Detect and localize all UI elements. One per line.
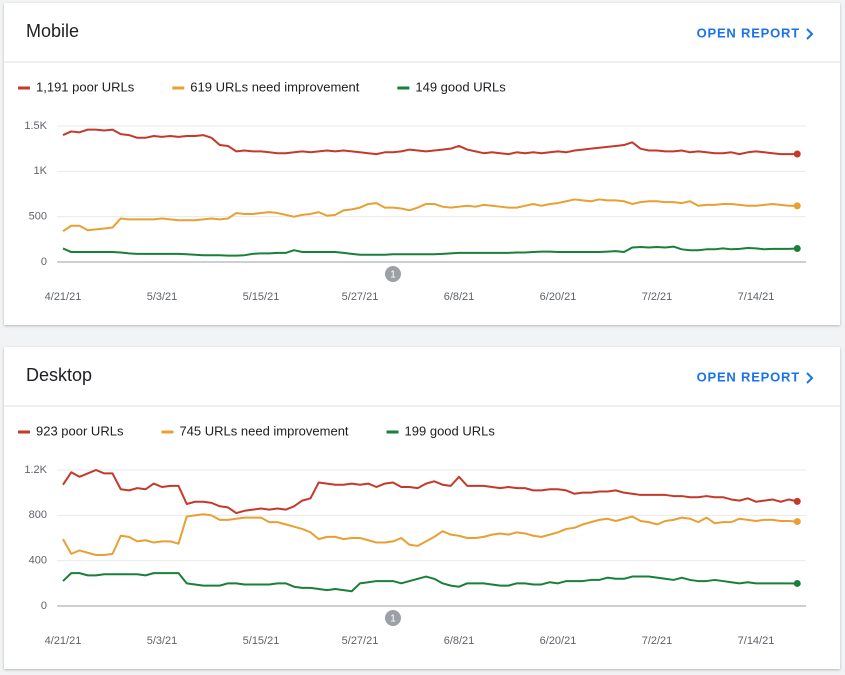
y-tick-label: 1.2K bbox=[24, 464, 47, 476]
x-tick-label: 6/20/21 bbox=[540, 635, 577, 647]
legend-label: 923 poor URLs bbox=[36, 423, 124, 438]
card: Mobile OPEN REPORT 1,191 poor URLs 619 URLs… bbox=[4, 3, 840, 325]
card-background bbox=[4, 347, 840, 669]
x-tick-label: 5/3/21 bbox=[147, 635, 178, 647]
x-tick-label: 5/15/21 bbox=[243, 291, 280, 303]
card-background bbox=[4, 3, 840, 325]
chevron-icon[interactable] bbox=[806, 372, 814, 384]
x-tick-label: 6/20/21 bbox=[540, 291, 577, 303]
x-tick-label: 5/27/21 bbox=[342, 291, 379, 303]
annotation-marker[interactable] bbox=[385, 266, 401, 282]
x-tick-label: 7/2/21 bbox=[642, 635, 673, 647]
y-tick-label: 0 bbox=[41, 256, 47, 268]
x-tick-label: 5/27/21 bbox=[342, 635, 379, 647]
legend-label: 745 URLs need improvement bbox=[179, 423, 348, 438]
end-point bbox=[793, 202, 801, 210]
y-tick-label: 500 bbox=[29, 211, 47, 223]
x-tick-label: 6/8/21 bbox=[444, 635, 475, 647]
legend-label: 149 good URLs bbox=[415, 79, 506, 94]
end-point bbox=[793, 579, 801, 587]
series-line bbox=[62, 245, 798, 257]
y-tick-label: 0 bbox=[41, 600, 47, 612]
legend-label: 1,191 poor URLs bbox=[36, 79, 135, 94]
series-line bbox=[62, 572, 798, 593]
legend-label: 199 good URLs bbox=[405, 423, 496, 438]
y-tick-label: 1K bbox=[34, 165, 48, 177]
series-line bbox=[62, 513, 798, 556]
x-tick-label: 5/3/21 bbox=[147, 291, 178, 303]
x-tick-label: 7/14/21 bbox=[738, 635, 775, 647]
y-tick-label: 800 bbox=[29, 509, 47, 521]
annotation-marker[interactable] bbox=[385, 610, 401, 626]
legend-label: 619 URLs need improvement bbox=[190, 79, 359, 94]
x-tick-label: 4/21/21 bbox=[45, 635, 82, 647]
y-tick-label: 1.5K bbox=[24, 120, 47, 132]
series-line bbox=[62, 128, 798, 156]
end-point bbox=[793, 244, 801, 252]
end-point bbox=[793, 518, 801, 526]
x-tick-label: 7/14/21 bbox=[738, 291, 775, 303]
x-tick-label: 6/8/21 bbox=[444, 291, 475, 303]
open-report-link[interactable]: OPEN REPORT bbox=[697, 25, 800, 40]
open-report-link[interactable]: OPEN REPORT bbox=[697, 369, 800, 384]
card-title: Desktop bbox=[26, 365, 92, 385]
series-line bbox=[62, 198, 798, 233]
chevron-icon[interactable] bbox=[806, 28, 814, 40]
x-tick-label: 7/2/21 bbox=[642, 291, 673, 303]
x-tick-label: 5/15/21 bbox=[243, 635, 280, 647]
x-tick-label: 4/21/21 bbox=[45, 291, 82, 303]
series-line bbox=[62, 469, 798, 515]
end-point bbox=[793, 150, 801, 158]
card-title: Mobile bbox=[26, 21, 79, 41]
card: Desktop OPEN REPORT 923 poor URLs 745 URLs … bbox=[4, 347, 840, 669]
y-tick-label: 400 bbox=[29, 555, 47, 567]
end-point bbox=[793, 497, 801, 505]
annotation-label[interactable]: 1 bbox=[390, 270, 396, 281]
annotation-label[interactable]: 1 bbox=[390, 614, 396, 625]
